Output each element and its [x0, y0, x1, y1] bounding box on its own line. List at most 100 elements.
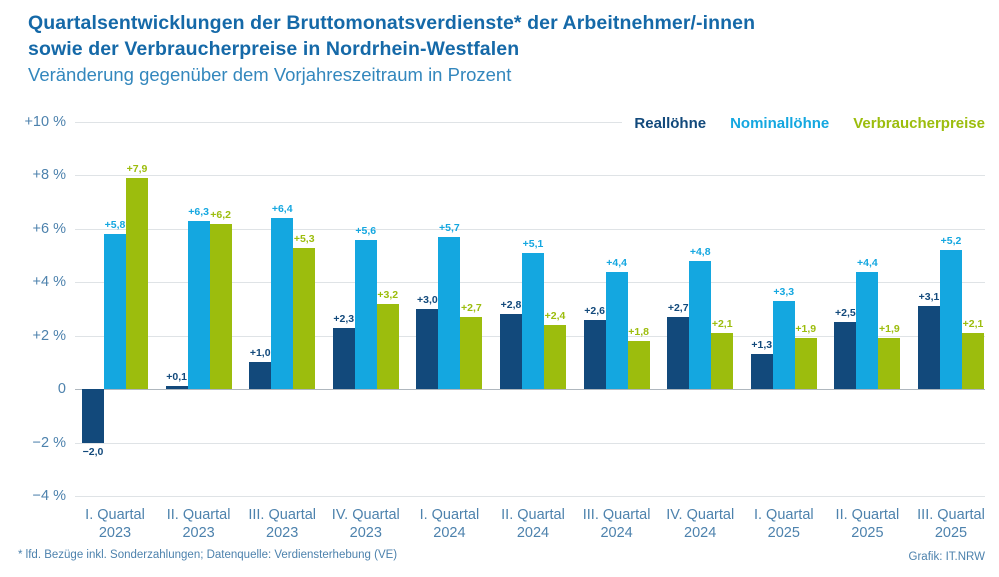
bar: [293, 247, 316, 390]
bar: [689, 260, 712, 390]
bar: [750, 354, 773, 390]
bar: [416, 309, 439, 390]
bar-value-label: +1,8: [628, 326, 649, 339]
bar: [772, 300, 795, 390]
bar: [249, 362, 272, 390]
bar-value-label: +1,3: [751, 339, 773, 352]
bar-value-label: +5,2: [940, 235, 962, 248]
x-tick-label: III. Quartal 2024: [582, 507, 651, 541]
chart-title-line1: Quartalsentwicklungen der Bruttomonatsve…: [28, 12, 756, 34]
bar-value-label: +3,0: [417, 294, 438, 306]
bar-value-label: +2,4: [544, 310, 566, 323]
bar-value-label: +5,3: [293, 232, 315, 245]
bar: [711, 333, 734, 390]
bar-value-label: +0,1: [166, 371, 187, 384]
bar: [627, 341, 650, 390]
bar: [500, 314, 522, 390]
bar: [126, 178, 148, 390]
bar: [856, 271, 879, 390]
bar: [209, 223, 232, 390]
bar-value-label: +3,3: [773, 285, 795, 298]
bar: [878, 338, 901, 390]
zero-gridline: [75, 389, 985, 391]
bar-value-label: +2,8: [500, 299, 522, 312]
bar-value-label: +5,7: [439, 221, 460, 234]
bar: [354, 239, 377, 390]
bar-value-label: +6,4: [271, 203, 293, 216]
bar-value-label: +1,0: [249, 347, 271, 360]
x-tick-label: II. Quartal 2025: [835, 507, 900, 541]
bar-value-label: −2,0: [82, 445, 104, 458]
y-tick-label: +6 %: [32, 220, 66, 237]
footnote: * lfd. Bezüge inkl. Sonderzahlungen; Dat…: [18, 549, 398, 561]
bar-value-label: +2,1: [962, 318, 984, 331]
bar-value-label: +5,6: [355, 224, 377, 237]
x-tick-label: I. Quartal 2024: [419, 507, 480, 541]
bar: [460, 317, 483, 390]
gridline: [75, 442, 985, 444]
x-tick-label: II. Quartal 2024: [501, 507, 565, 541]
y-tick-label: +4 %: [32, 274, 66, 291]
bar-value-label: +4,4: [606, 256, 627, 269]
x-tick-label: IV. Quartal 2023: [331, 507, 400, 541]
gridline: [75, 122, 985, 123]
bar: [376, 303, 399, 390]
bar-value-label: +2,5: [835, 307, 856, 320]
bar: [918, 306, 940, 390]
bar: [583, 319, 606, 390]
legend-item-verbraucherpreise: Verbraucherpreise: [853, 115, 985, 132]
bar-value-label: +7,9: [126, 163, 148, 176]
x-tick-label: I. Quartal 2023: [85, 507, 145, 541]
bar-value-label: +2,3: [333, 312, 355, 325]
chart-subtitle: Veränderung gegenüber dem Vorjahreszeitr…: [28, 64, 512, 85]
bar: [187, 220, 210, 390]
bar: [522, 252, 544, 390]
y-tick-label: +2 %: [32, 327, 66, 344]
x-tick-label: IV. Quartal 2024: [666, 507, 735, 541]
bar-value-label: +6,3: [188, 205, 209, 218]
bar: [438, 236, 461, 390]
x-tick-label: I. Quartal 2025: [753, 507, 814, 541]
bar: [794, 338, 817, 390]
bar: [605, 271, 628, 390]
chart-title: Quartalsentwicklungen der Bruttomonatsve…: [28, 10, 968, 62]
bar-value-label: +4,4: [857, 256, 878, 269]
bar: [834, 322, 857, 390]
bar-value-label: +5,8: [104, 219, 126, 232]
gridline: [75, 175, 985, 177]
bar: [962, 333, 984, 390]
chart-title-line2: sowie der Verbraucherpreise in Nordrhein…: [28, 38, 520, 60]
x-tick-label: II. Quartal 2023: [166, 507, 231, 541]
bar: [940, 250, 962, 390]
bar-value-label: +5,1: [522, 237, 544, 250]
bar-value-label: +2,7: [667, 302, 689, 314]
legend-item-nominalloehne: Nominallöhne: [730, 115, 830, 132]
legend: Reallöhne Nominallöhne Verbraucherpreise: [622, 113, 985, 134]
legend-item-realloehne: Reallöhne: [634, 115, 707, 132]
y-tick-label: −2 %: [32, 434, 66, 451]
bar: [104, 234, 126, 390]
bar-value-label: +2,7: [461, 302, 482, 314]
bar-value-label: +3,1: [918, 291, 940, 304]
plot-area: −2,0 +5,8 +7,9 +0,1 +6,3 +6,2 +1,0 +6,4 +5,3 +2,3…: [75, 122, 985, 497]
credit: Grafik: IT.NRW: [908, 551, 985, 563]
y-tick-label: +8 %: [32, 167, 66, 184]
y-tick-label: −4 %: [32, 488, 66, 504]
bar: [332, 327, 355, 390]
x-tick-label: III. Quartal 2023: [248, 507, 317, 541]
bar-value-label: +1,9: [879, 323, 900, 336]
bar-value-label: +3,2: [377, 288, 399, 301]
bar-value-label: +4,8: [689, 245, 711, 258]
x-tick-label: III. Quartal 2025: [917, 507, 985, 541]
bar: [271, 218, 294, 390]
y-tick-label: 0: [57, 381, 66, 398]
bar: [165, 386, 188, 390]
gridline: [75, 228, 985, 230]
bar-value-label: +2,6: [584, 304, 605, 317]
bar: [544, 325, 566, 390]
bar-value-label: +2,1: [711, 318, 733, 331]
bar-value-label: +1,9: [795, 323, 817, 336]
y-tick-label: +10 %: [24, 114, 66, 130]
gridline: [75, 496, 985, 497]
